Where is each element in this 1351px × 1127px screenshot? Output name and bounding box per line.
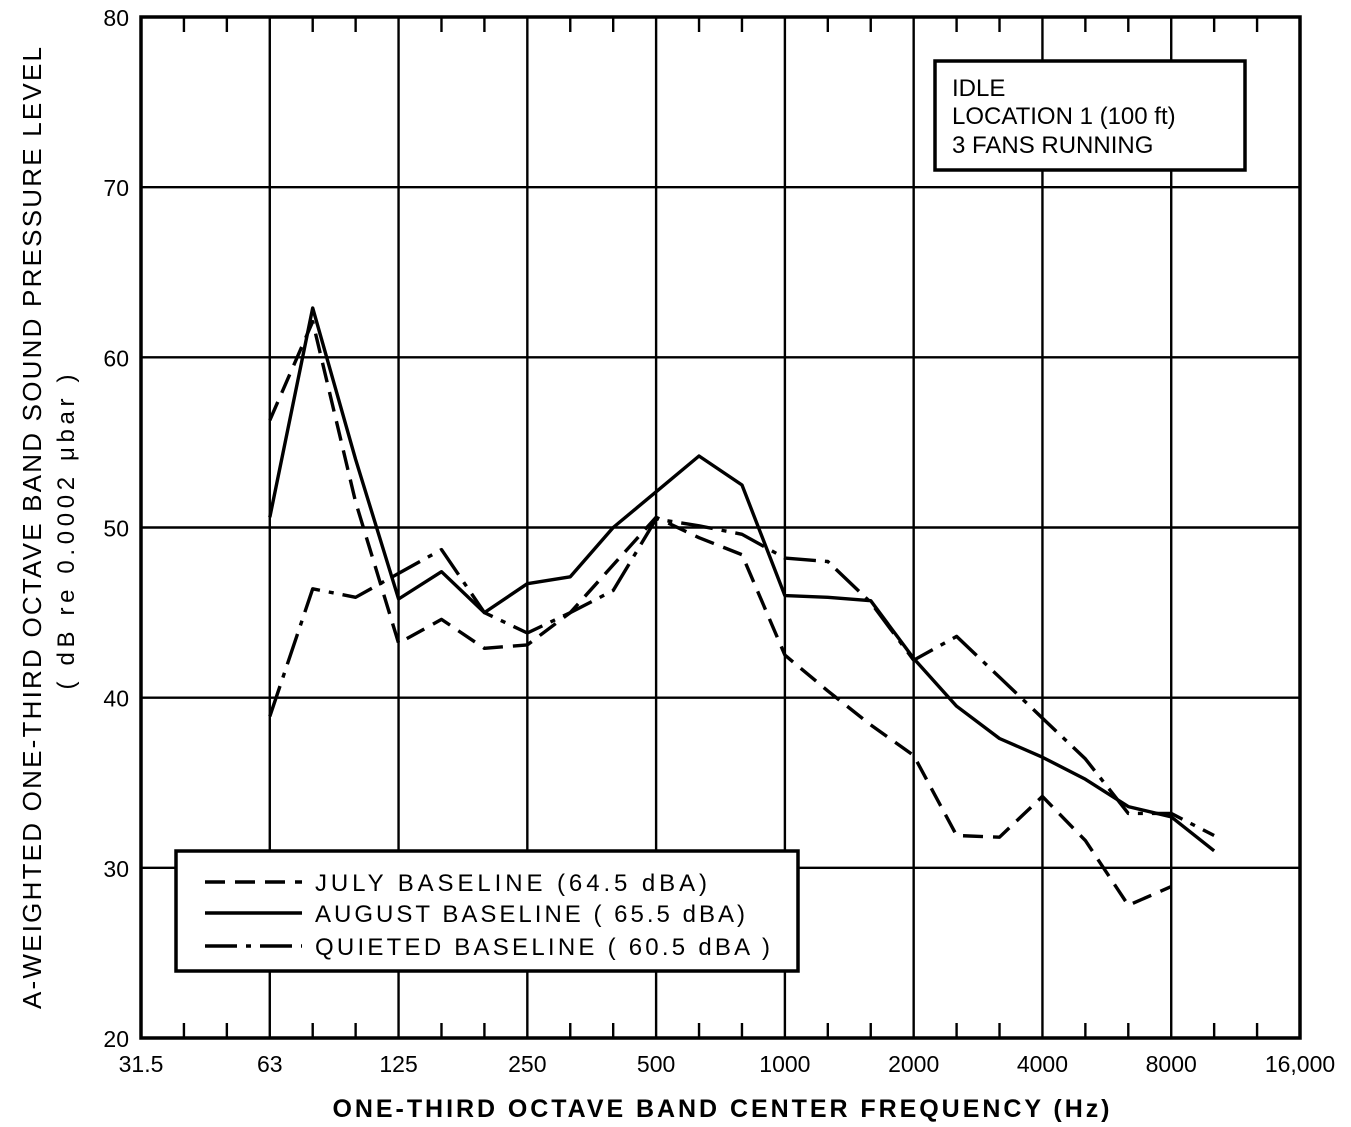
y-axis-units-label: ( dB re 0.0002 μbar ) — [53, 375, 80, 690]
x-tick-label: 2000 — [888, 1051, 939, 1077]
legend-label-august: AUGUST BASELINE ( 65.5 dBA) — [315, 901, 745, 928]
annotation-line-location: LOCATION 1 (100 ft) — [952, 103, 1176, 130]
series-line-august — [268, 306, 1216, 853]
series-group — [268, 306, 1216, 907]
x-tick-label: 4000 — [1017, 1051, 1068, 1077]
series-line-july — [268, 319, 1172, 907]
y-tick-label: 70 — [103, 175, 129, 201]
y-tick-label: 30 — [103, 856, 129, 882]
y-tick-label: 50 — [103, 516, 129, 542]
x-tick-label: 16,000 — [1265, 1051, 1335, 1077]
legend: JULY BASELINE (64.5 dBA) AUGUST BASELINE… — [174, 849, 800, 973]
y-tick-label: 20 — [103, 1026, 129, 1052]
x-tick-label: 8000 — [1146, 1051, 1197, 1077]
y-tick-label: 40 — [103, 686, 129, 712]
x-tick-label: 250 — [508, 1051, 546, 1077]
tick-labels-group: 31.5 63 125 250 500 1000 2000 4000 8000 16,000 20 3… — [103, 5, 1335, 1077]
x-tick-label: 125 — [379, 1051, 417, 1077]
plot-frame — [139, 15, 1302, 1040]
x-tick-label: 31.5 — [119, 1051, 164, 1077]
annotation-line-fans: 3 FANS RUNNING — [952, 132, 1153, 159]
y-axis-label: A-WEIGHTED ONE-THIRD OCTAVE BAND SOUND P… — [17, 47, 47, 1009]
y-tick-label: 60 — [103, 345, 129, 371]
x-tick-label: 63 — [257, 1051, 283, 1077]
x-tick-label: 1000 — [759, 1051, 810, 1077]
legend-label-july: JULY BASELINE (64.5 dBA) — [315, 870, 707, 897]
annotation-line-condition: IDLE — [952, 75, 1005, 102]
series-line-quieted — [268, 517, 1215, 838]
x-axis-label: ONE-THIRD OCTAVE BAND CENTER FREQUENCY (… — [333, 1095, 1110, 1123]
y-tick-label: 80 — [103, 5, 129, 31]
annotation-frame — [933, 59, 1247, 172]
legend-label-quieted: QUIETED BASELINE ( 60.5 dBA ) — [315, 934, 770, 961]
legend-frame — [174, 849, 800, 973]
annotation-box: IDLE LOCATION 1 (100 ft) 3 FANS RUNNING — [933, 59, 1247, 172]
x-tick-label: 500 — [637, 1051, 675, 1077]
